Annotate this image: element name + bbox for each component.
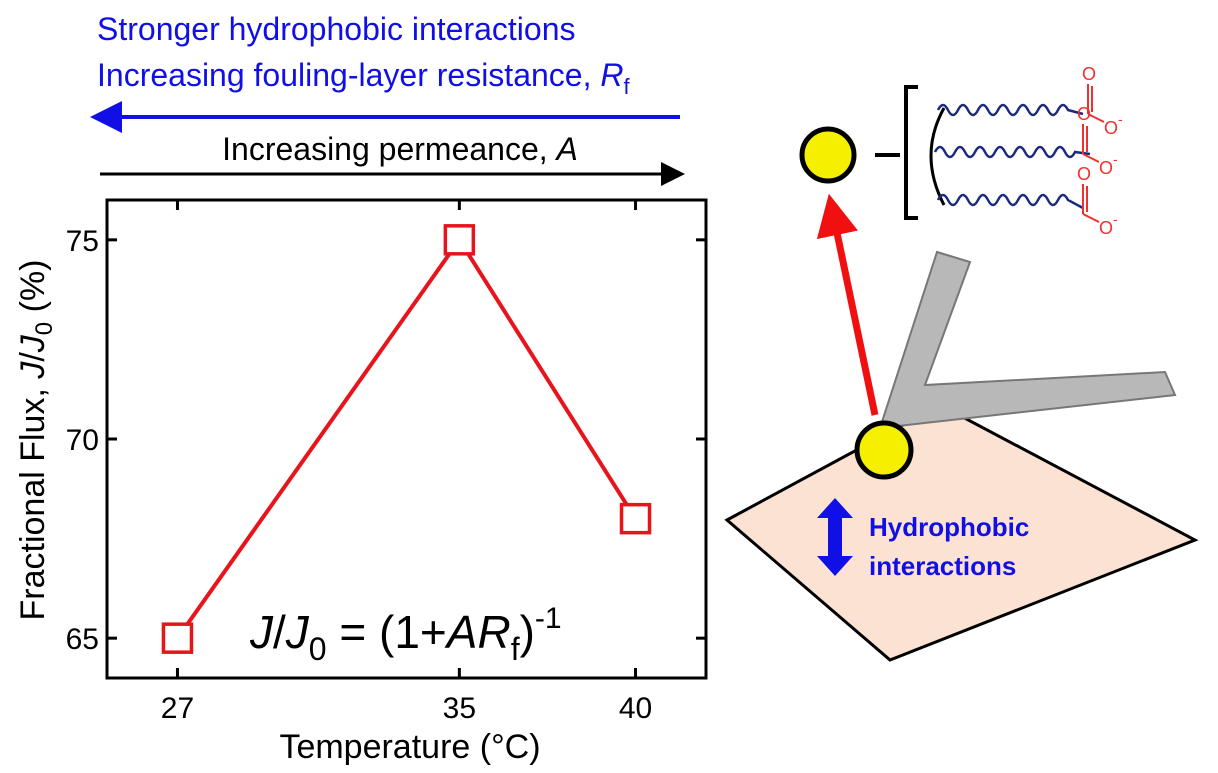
atom: O xyxy=(1082,64,1096,84)
y-label-part: 0 xyxy=(31,322,58,335)
x-tick-label: 40 xyxy=(619,692,652,725)
marker xyxy=(163,624,191,652)
equation-part: -1 xyxy=(535,602,562,635)
bond xyxy=(1083,154,1099,162)
y-label-part: J xyxy=(14,334,52,353)
carboxylates: OO-OO-OO- xyxy=(1077,64,1123,238)
annotation: Stronger hydrophobic interactions xyxy=(97,11,576,47)
bond xyxy=(1083,214,1099,222)
bracket xyxy=(906,87,918,218)
annotation-text: Increasing permeance, xyxy=(222,131,556,167)
x-tick-label: 35 xyxy=(443,692,476,725)
equation-part: 0 xyxy=(309,631,327,667)
atom: O xyxy=(1099,158,1113,178)
atom: O xyxy=(1077,164,1091,184)
particle xyxy=(802,129,854,181)
equation: J/J0 = (1+ARf)-1 xyxy=(249,602,562,667)
diagram-label: interactions xyxy=(869,551,1016,581)
equation-part: ) xyxy=(520,606,535,658)
atom: O xyxy=(1104,118,1118,138)
equation-part: / xyxy=(273,606,286,658)
equation-part: AR xyxy=(444,606,511,658)
arrow xyxy=(836,228,875,415)
y-label-part: Fractional Flux, xyxy=(14,379,52,621)
y-tick-label: 75 xyxy=(66,225,99,258)
charge: - xyxy=(1118,111,1123,127)
annotation-symbol: R xyxy=(600,57,623,93)
y-tick-label: 65 xyxy=(66,623,99,656)
annotation-text: Increasing fouling-layer resistance, xyxy=(97,57,600,93)
y-label-part: (%) xyxy=(14,260,52,322)
marker xyxy=(445,226,473,254)
equation-part: f xyxy=(511,631,520,667)
chain xyxy=(938,105,1083,115)
equation-part: J xyxy=(249,606,274,658)
diagram-label: Hydrophobic xyxy=(869,512,1029,542)
series-line xyxy=(177,240,635,638)
equation-part: J xyxy=(285,606,310,658)
charge: - xyxy=(1113,151,1118,167)
annotation-symbol: A xyxy=(555,131,578,167)
x-tick-label: 27 xyxy=(161,692,194,725)
charge: - xyxy=(1113,211,1118,227)
equation-part: = (1+ xyxy=(327,606,447,658)
y-tick-label: 70 xyxy=(66,424,99,457)
atom: O xyxy=(1099,218,1113,238)
annotation-subscript: f xyxy=(623,74,630,99)
y-label-part: J xyxy=(14,361,52,380)
annotation: Increasing permeance, A xyxy=(222,131,578,167)
particle xyxy=(857,423,911,477)
y-axis-label: Fractional Flux, J/J0 (%) xyxy=(14,260,58,621)
figure: Stronger hydrophobic interactions Increa… xyxy=(0,0,1218,773)
annotation: Increasing fouling-layer resistance, Rf xyxy=(97,57,630,99)
bracket xyxy=(931,108,944,205)
atom: O xyxy=(1077,104,1091,124)
marker xyxy=(622,505,650,533)
cantilever xyxy=(880,252,1175,428)
chain xyxy=(938,195,1083,208)
chain xyxy=(935,147,1090,157)
x-axis-label: Temperature (°C) xyxy=(279,728,540,766)
